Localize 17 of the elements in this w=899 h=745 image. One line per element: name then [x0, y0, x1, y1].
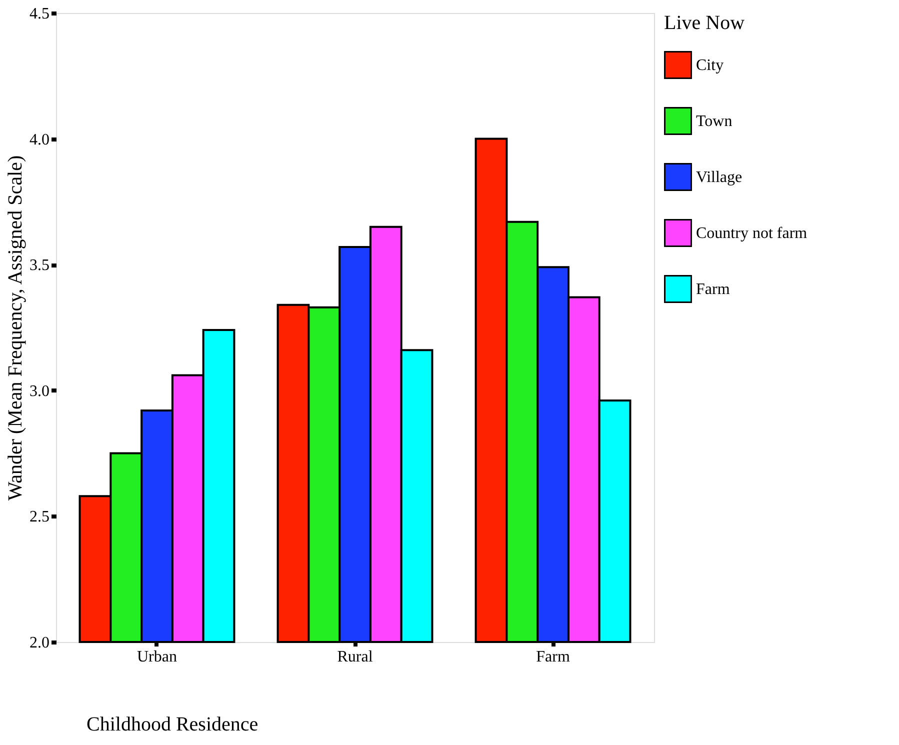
x-tick-label: Rural	[337, 648, 374, 666]
y-tick-label: 4.5	[30, 6, 50, 22]
legend-label: Village	[696, 169, 742, 186]
legend-label: City	[696, 57, 724, 74]
y-tick-label: 2.0	[30, 634, 50, 652]
y-tick-label: 3.5	[30, 257, 50, 274]
x-axis-title: Childhood Residence	[86, 714, 258, 736]
x-tick-label: Urban	[136, 648, 177, 666]
legend-label: Country not farm	[696, 225, 808, 242]
legend-label: Farm	[696, 281, 730, 298]
y-tick-label: 2.5	[30, 508, 50, 526]
y-axis-title: Wander (Mean Frequency, Assigned Scale)	[4, 155, 26, 501]
x-tick-label: Farm	[536, 648, 570, 666]
legend-label: Town	[696, 113, 732, 130]
y-tick-label: 3.0	[30, 382, 50, 400]
y-tick-label: 4.0	[30, 131, 50, 148]
legend-title: Live Now	[664, 12, 746, 34]
